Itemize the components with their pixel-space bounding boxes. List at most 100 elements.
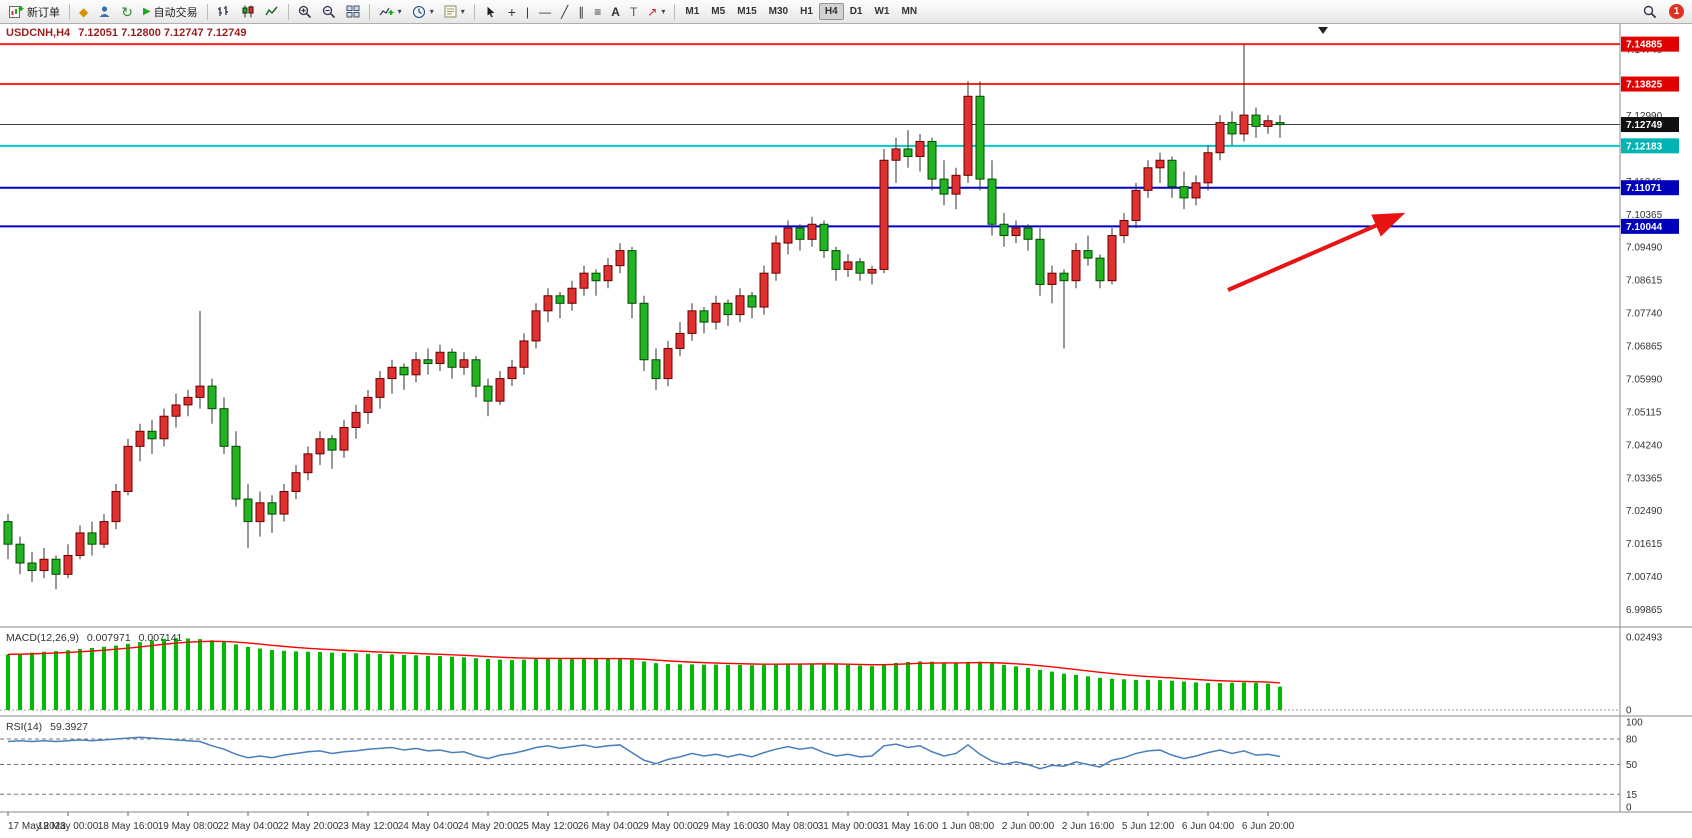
trendline-tool-button[interactable]: ╱: [556, 2, 573, 22]
tf-button-w1[interactable]: W1: [874, 6, 890, 17]
price-badge-7.14885: 7.14885: [1621, 36, 1679, 52]
crosshair-tool-button[interactable]: +: [503, 2, 521, 22]
macd-histogram-bar: [150, 640, 154, 710]
candle-body: [447, 351, 457, 368]
channel-tool-button[interactable]: ∥: [573, 2, 589, 22]
macd-histogram-bar: [306, 651, 310, 710]
tf-button-m30[interactable]: M30: [768, 6, 789, 17]
macd-histogram-bar: [1278, 686, 1282, 710]
macd-histogram-bar: [582, 658, 586, 710]
macd-histogram-bar: [522, 659, 526, 710]
macd-histogram-bar: [1134, 679, 1138, 710]
styles-icon: ◆: [79, 4, 89, 19]
candle-body: [675, 332, 685, 349]
bar-chart-mode-button[interactable]: [212, 2, 236, 22]
candle-body: [147, 430, 157, 440]
candle-body: [135, 430, 145, 447]
periods-button[interactable]: ▾: [407, 2, 439, 22]
search-button[interactable]: [1638, 2, 1662, 22]
indicators-button[interactable]: ▾: [374, 2, 407, 22]
candle-body: [15, 543, 25, 564]
candle-body: [351, 411, 361, 429]
macd-histogram-bar: [534, 659, 538, 710]
candle-body: [723, 302, 733, 316]
horizontal-line-tool-button[interactable]: —: [534, 2, 556, 22]
candlestick-mode-button[interactable]: [236, 2, 260, 22]
cursor-tool-button[interactable]: [479, 2, 503, 22]
tf-button-m1[interactable]: M1: [685, 6, 700, 17]
macd-histogram-bar: [606, 658, 610, 710]
macd-histogram-bar: [1110, 678, 1114, 710]
zoom-out-icon: [322, 5, 335, 18]
price-tick-label: 7.03365: [1626, 473, 1663, 484]
macd-histogram-bar: [798, 663, 802, 710]
macd-name: MACD(12,26,9): [6, 632, 79, 644]
macd-histogram-bar: [6, 654, 10, 710]
arrows-tool-button[interactable]: ↗ ▾: [642, 2, 670, 22]
macd-histogram-bar: [1218, 683, 1222, 710]
auto-trading-button[interactable]: ▶ 自动交易: [138, 2, 203, 22]
zoom-out-button[interactable]: [317, 2, 341, 22]
refresh-button[interactable]: ↻: [116, 2, 138, 22]
candle-body: [1035, 238, 1045, 285]
macd-histogram-bar: [270, 649, 274, 710]
time-label: 18 May 00:00: [38, 821, 99, 832]
vertical-line-tool-button[interactable]: |: [521, 2, 534, 22]
candle-body: [759, 272, 769, 308]
macd-histogram-bar: [966, 661, 970, 710]
new-order-button[interactable]: 新订单: [4, 2, 65, 22]
candle-body: [579, 272, 589, 289]
candle-body: [615, 250, 625, 267]
label-tool-button[interactable]: T: [625, 2, 642, 22]
candle-body: [1275, 122, 1285, 126]
text-tool-button[interactable]: A: [606, 2, 625, 22]
macd-indicator-label: MACD(12,26,9) 0.007971 0.007141: [6, 632, 182, 644]
candle-body: [519, 340, 529, 368]
tf-button-m5[interactable]: M5: [711, 6, 726, 17]
candle-body: [987, 178, 997, 225]
templates-button[interactable]: ▾: [439, 2, 470, 22]
tf-button-h1[interactable]: H1: [800, 6, 813, 17]
macd-histogram-bar: [1002, 664, 1006, 710]
macd-histogram-bar: [366, 653, 370, 710]
line-chart-mode-button[interactable]: [260, 2, 284, 22]
time-label: 6 Jun 04:00: [1182, 821, 1235, 832]
macd-histogram-bar: [198, 639, 202, 710]
candle-body: [939, 178, 949, 195]
tf-button-h4[interactable]: H4: [818, 3, 844, 20]
notification-badge[interactable]: 1: [1669, 4, 1684, 19]
styles-button[interactable]: ◆: [74, 2, 93, 22]
candle-body: [123, 445, 133, 492]
macd-histogram-bar: [426, 655, 430, 710]
macd-histogram-bar: [234, 644, 238, 710]
toolbar-separator: [287, 3, 289, 20]
candle-body: [375, 378, 385, 398]
profile-button[interactable]: [93, 2, 116, 22]
macd-histogram-bar: [1230, 682, 1234, 710]
macd-histogram-bar: [1062, 673, 1066, 710]
price-tick-label: 7.04240: [1626, 440, 1663, 451]
macd-histogram-bar: [402, 654, 406, 710]
fibonacci-tool-button[interactable]: ≡: [589, 2, 606, 22]
tile-windows-icon: [346, 5, 360, 18]
tf-button-mn[interactable]: MN: [901, 6, 918, 17]
candle-body: [975, 95, 985, 180]
macd-histogram-bar: [66, 650, 70, 710]
tf-button-d1[interactable]: D1: [849, 6, 863, 17]
candle-body: [471, 359, 481, 387]
time-label: 31 May 16:00: [878, 821, 939, 832]
macd-histogram-bar: [918, 661, 922, 710]
tf-button-m15[interactable]: M15: [737, 6, 757, 17]
trend-arrow-annotation[interactable]: [1227, 212, 1406, 292]
candle-body: [255, 502, 265, 523]
svg-text:7.12749: 7.12749: [1626, 120, 1663, 131]
candle-body: [1095, 257, 1105, 282]
tile-windows-button[interactable]: [341, 2, 365, 22]
macd-histogram-bar: [486, 659, 490, 710]
zoom-in-button[interactable]: [293, 2, 317, 22]
candle-body: [639, 302, 649, 361]
candle-body: [1011, 227, 1021, 237]
candle-body: [1131, 189, 1141, 221]
candle-body: [411, 359, 421, 376]
